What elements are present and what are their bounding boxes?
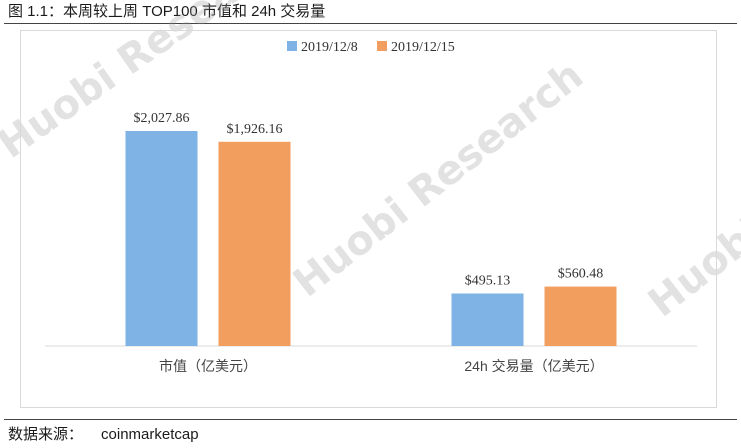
source-line: 数据来源： coinmarketcap — [8, 425, 199, 445]
bar-series2 — [544, 286, 617, 346]
bottom-rule — [4, 419, 737, 420]
data-label: $2,027.86 — [134, 111, 190, 126]
legend-label: 2019/12/8 — [301, 40, 358, 55]
data-label: $560.48 — [558, 267, 604, 282]
bar-series1 — [125, 131, 198, 346]
source-label: 数据来源： — [8, 426, 84, 443]
source-value: coinmarketcap — [101, 426, 199, 443]
legend-swatch — [377, 41, 387, 51]
category-label: 市值（亿美元） — [159, 358, 257, 374]
data-label: $495.13 — [465, 274, 511, 289]
legend-swatch — [287, 41, 297, 51]
bar-series2 — [218, 141, 291, 346]
chart-area — [20, 30, 717, 408]
category-label: 24h 交易量（亿美元） — [464, 358, 603, 374]
legend-label: 2019/12/15 — [391, 40, 455, 55]
top-rule — [4, 23, 737, 24]
bar-series1 — [451, 293, 524, 346]
figure-title: 图 1.1：本周较上周 TOP100 市值和 24h 交易量 — [8, 3, 326, 20]
data-label: $1,926.16 — [227, 122, 283, 137]
